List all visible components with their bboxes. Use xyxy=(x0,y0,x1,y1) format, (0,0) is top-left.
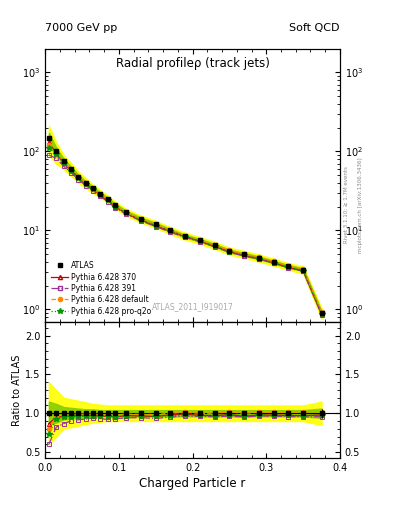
Text: Radial profileρ (track jets): Radial profileρ (track jets) xyxy=(116,57,270,70)
Y-axis label: Ratio to ATLAS: Ratio to ATLAS xyxy=(12,354,22,425)
Legend: ATLAS, Pythia 6.428 370, Pythia 6.428 391, Pythia 6.428 default, Pythia 6.428 pr: ATLAS, Pythia 6.428 370, Pythia 6.428 39… xyxy=(49,259,154,318)
Text: mcplots.cern.ch [arXiv:1306.3436]: mcplots.cern.ch [arXiv:1306.3436] xyxy=(358,157,363,252)
Text: Soft QCD: Soft QCD xyxy=(290,23,340,33)
Text: ATLAS_2011_I919017: ATLAS_2011_I919017 xyxy=(152,302,233,311)
Text: Rivet 3.1.10; ≥ 1.7M events: Rivet 3.1.10; ≥ 1.7M events xyxy=(344,166,349,243)
X-axis label: Charged Particle r: Charged Particle r xyxy=(140,477,246,490)
Text: 7000 GeV pp: 7000 GeV pp xyxy=(45,23,118,33)
